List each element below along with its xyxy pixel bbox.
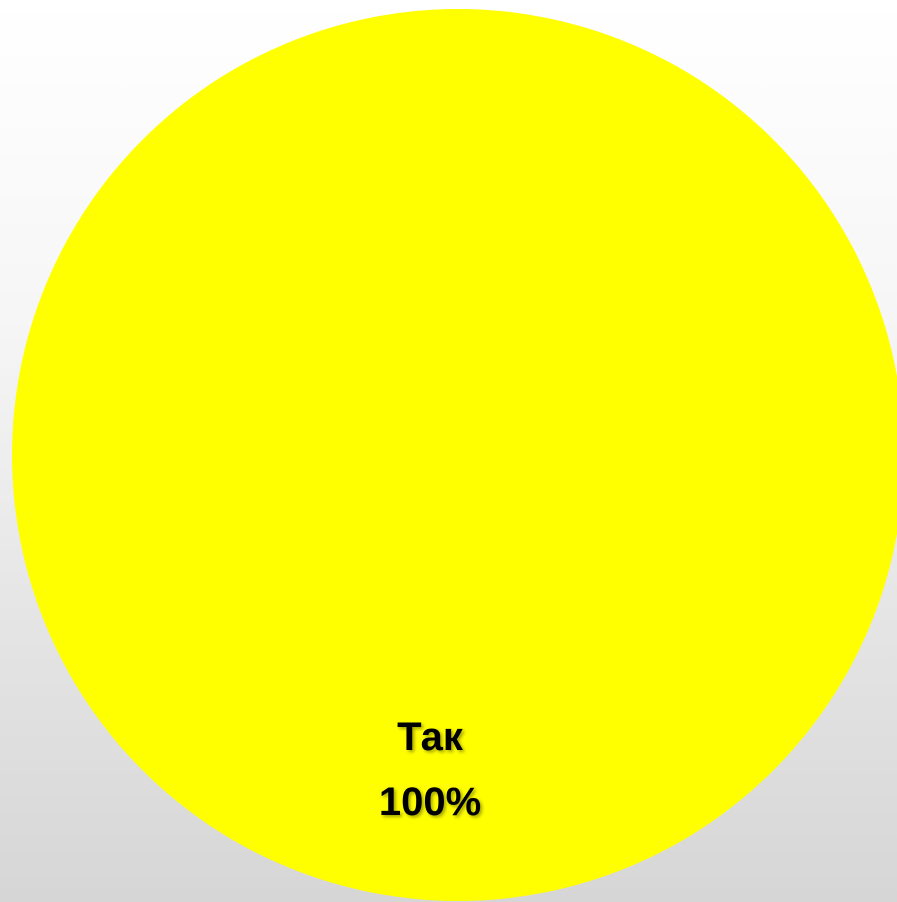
pie-slices: [12, 9, 897, 901]
slice-category-label: Так: [397, 715, 464, 759]
pie-labels: Так 100%: [379, 715, 481, 824]
slice-percent-label: 100%: [379, 780, 481, 824]
pie-slice: [12, 9, 897, 901]
